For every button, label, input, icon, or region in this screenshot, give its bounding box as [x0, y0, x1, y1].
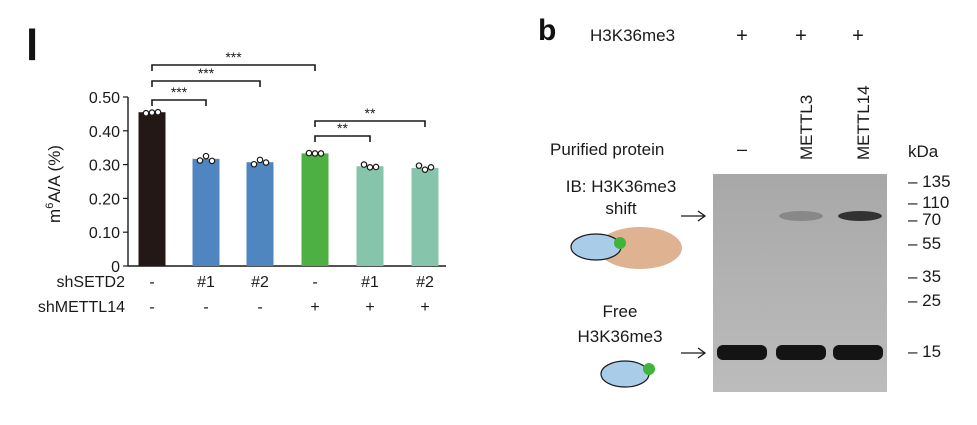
kda-label: kDa [908, 142, 939, 161]
significance-label: *** [225, 49, 242, 65]
panel-letter-l: l [26, 21, 38, 70]
replicate-point [311, 150, 319, 157]
y-tick-label: 0.50 [89, 90, 120, 107]
purified-protein-label: Purified protein [550, 140, 664, 159]
shift-band [838, 211, 882, 221]
marker-label: – 70 [908, 210, 941, 229]
row-value: + [365, 299, 374, 316]
row-value: #2 [251, 274, 269, 291]
replicate-point [256, 156, 264, 164]
replicate-point [154, 108, 162, 116]
shift-label: shift [605, 199, 636, 218]
replicate-point [427, 164, 435, 171]
row-value: + [420, 299, 429, 316]
bar-5 [356, 166, 384, 266]
row-value: - [149, 274, 154, 291]
lane-label-mettl3: METTL3 [797, 95, 816, 160]
bar-1 [138, 112, 166, 267]
bar-6 [411, 167, 439, 266]
marker-label: – 55 [908, 234, 941, 253]
free-band [717, 345, 767, 360]
row-value: #1 [361, 274, 379, 291]
shift-band [779, 211, 823, 221]
y-axis-label: m6A/A (%) [44, 145, 64, 223]
replicate-point [360, 161, 368, 168]
replicate-point [415, 162, 423, 169]
bar-chart: m6A/A (%) 00.100.200.300.400.50 ********… [38, 49, 446, 316]
significance-label: ** [337, 120, 348, 136]
y-tick-label: 0.20 [89, 191, 120, 208]
h3k36me3-plus: + [736, 25, 748, 47]
row-value: - [257, 299, 262, 316]
significance-label: ** [365, 105, 376, 121]
significance-bracket: ** [314, 105, 426, 127]
replicate-point [372, 163, 380, 171]
y-tick-label: 0.40 [89, 124, 120, 141]
lane-label-mettl14: METTL14 [854, 85, 873, 160]
significance-label: *** [198, 65, 215, 81]
marker-label: – 15 [908, 342, 941, 361]
row-label: shMETTL14 [38, 299, 125, 316]
significance-bracket: ** [314, 120, 371, 142]
replicate-point [250, 160, 258, 168]
free-band [776, 345, 826, 360]
row-value: + [310, 299, 319, 316]
free-label: Free [603, 302, 638, 321]
ib-label: IB: H3K36me3 [566, 177, 677, 196]
row-value: #1 [197, 274, 215, 291]
replicate-point [202, 152, 210, 160]
row-value: - [203, 299, 208, 316]
y-tick-label: 0.10 [89, 225, 120, 242]
h3k36me3-plus: + [795, 25, 807, 47]
replicate-point [317, 150, 325, 157]
free-h3k36me3-label: H3K36me3 [577, 327, 662, 346]
significance-label: *** [171, 84, 188, 100]
row-value: #2 [416, 274, 434, 291]
significance-bracket: *** [151, 84, 207, 106]
complex-cartoon-icon [570, 227, 682, 269]
y-tick-label: 0 [111, 259, 120, 276]
h3k36me3-label: H3K36me3 [590, 26, 675, 45]
marker-label: – 25 [908, 291, 941, 310]
significance-bracket: *** [151, 49, 316, 71]
bar-2 [192, 158, 220, 266]
y-tick-label: 0.30 [89, 158, 120, 175]
replicate-point [208, 157, 216, 165]
panel-letter-b: b [538, 14, 556, 47]
bar-4 [301, 153, 329, 266]
replicate-point [366, 164, 374, 171]
marker-label: – 35 [908, 267, 941, 286]
shift-arrow [681, 210, 707, 222]
marker-label: – 110 [908, 193, 949, 212]
marker-label: – 135 [908, 172, 951, 191]
replicate-point [142, 109, 150, 117]
replicate-point [262, 159, 270, 166]
free-band [833, 345, 883, 360]
significance-bracket: *** [151, 65, 261, 87]
free-histone-cartoon-icon [600, 360, 655, 388]
row-value: - [312, 274, 317, 291]
replicate-point [305, 149, 313, 157]
replicate-point [421, 166, 429, 173]
replicate-point [148, 109, 156, 116]
h3k36me3-plus: + [852, 25, 864, 47]
replicate-point [196, 157, 204, 164]
row-label: shSETD2 [57, 274, 126, 291]
bar-3 [246, 162, 274, 266]
row-value: - [149, 299, 154, 316]
purified-protein-none: – [737, 139, 747, 159]
free-arrow [681, 347, 707, 359]
